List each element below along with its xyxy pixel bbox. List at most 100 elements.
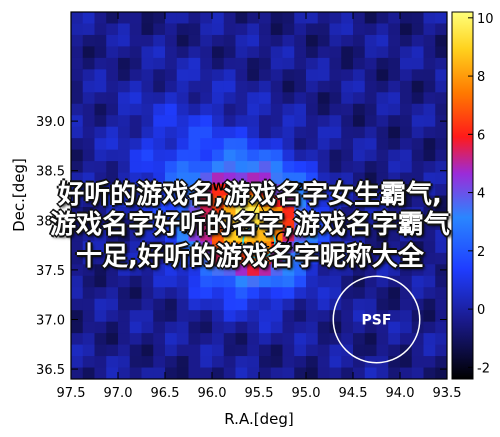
heatmap-cell <box>141 229 154 242</box>
heatmap-cell <box>223 344 237 357</box>
heatmap-cell <box>329 344 342 357</box>
heatmap-cell <box>329 275 342 288</box>
heatmap-cell <box>423 356 436 369</box>
heatmap-cell <box>376 218 389 231</box>
heatmap-cell <box>270 218 284 231</box>
heatmap-cell <box>247 344 260 357</box>
heatmap-cell <box>376 23 389 36</box>
heatmap-cell <box>282 184 295 197</box>
heatmap-cell <box>353 241 366 254</box>
heatmap-cell <box>294 310 307 323</box>
heatmap-cell <box>388 310 401 323</box>
heatmap-cell <box>411 356 425 369</box>
x-axis: 97.5 97.0 96.5 96.0 95.5 95.0 94.5 94.0 93.5 <box>57 12 461 401</box>
heatmap-cell <box>212 367 225 379</box>
heatmap-cell <box>259 344 272 357</box>
heatmap-cell <box>106 356 119 369</box>
heatmap-cell <box>223 287 237 300</box>
heatmap-cell <box>306 287 319 300</box>
heatmap-cell <box>118 149 131 162</box>
heatmap-cell <box>188 241 201 254</box>
heatmap-cell <box>188 103 201 116</box>
heatmap-cell <box>165 149 178 162</box>
heatmap-cell <box>82 264 96 277</box>
heatmap-cell <box>282 367 295 379</box>
heatmap-cell <box>176 356 190 369</box>
heatmap-cell <box>317 321 331 334</box>
heatmap-cell <box>364 57 378 70</box>
heatmap-cell <box>259 229 272 242</box>
heatmap-cell <box>364 161 378 174</box>
heatmap-cell <box>259 12 272 25</box>
heatmap-cell <box>400 367 413 379</box>
heatmap-cell <box>129 229 143 242</box>
heatmap-cell <box>341 23 354 36</box>
heatmap-cell <box>270 206 284 220</box>
heatmap-cell <box>341 115 354 128</box>
heatmap-cell <box>435 34 447 48</box>
heatmap-cell <box>353 161 366 174</box>
heatmap-cell <box>376 206 389 220</box>
heatmap-cell <box>317 333 331 346</box>
heatmap-cell <box>294 149 307 162</box>
heatmap-cell <box>94 218 107 231</box>
heatmap-cell <box>294 206 307 220</box>
heatmap-cell <box>200 333 213 346</box>
heatmap-cell <box>176 184 190 197</box>
heatmap-cell <box>165 161 178 174</box>
heatmap-cell <box>200 161 213 174</box>
heatmap-cell <box>176 218 190 231</box>
heatmap-cell <box>353 367 366 379</box>
heatmap-cell <box>153 229 166 242</box>
heatmap-cell <box>400 275 413 288</box>
heatmap-cell <box>259 218 272 231</box>
heatmap-cell <box>353 103 366 116</box>
heatmap-cell <box>364 138 378 151</box>
heatmap-cell <box>411 92 425 105</box>
heatmap-cell <box>212 80 225 93</box>
heatmap-cell <box>435 275 447 288</box>
heatmap-cell <box>200 367 213 379</box>
heatmap-cell <box>364 229 378 242</box>
heatmap-cell <box>118 241 131 254</box>
heatmap-cell <box>129 252 143 265</box>
heatmap-cell <box>106 161 119 174</box>
heatmap-cell <box>82 241 96 254</box>
heatmap-cell <box>259 310 272 323</box>
heatmap-cell <box>200 34 213 48</box>
heatmap-cell <box>364 115 378 128</box>
heatmap-cell <box>388 252 401 265</box>
y-tick-label: 39.0 <box>36 115 65 130</box>
heatmap-cell <box>106 184 119 197</box>
heatmap-cell <box>400 356 413 369</box>
heatmap-cell <box>235 34 248 48</box>
heatmap-cell <box>94 149 107 162</box>
y-tick-label: 38.0 <box>36 214 65 229</box>
heatmap-cell <box>294 195 307 208</box>
heatmap-cell <box>188 275 201 288</box>
heatmap-cell <box>94 252 107 265</box>
source-label: J0622+3749 <box>183 222 259 235</box>
heatmap-cell <box>165 184 178 197</box>
heatmap-cell <box>200 172 213 185</box>
heatmap-cell <box>94 161 107 174</box>
heatmap-cell <box>188 287 201 300</box>
heatmap-cell <box>423 34 436 48</box>
heatmap-cell <box>223 115 237 128</box>
heatmap-cell <box>400 229 413 242</box>
heatmap-cell <box>270 287 284 300</box>
heatmap-cell <box>71 356 84 369</box>
heatmap-cell <box>400 161 413 174</box>
heatmap-cell <box>82 69 96 82</box>
heatmap-cell <box>306 321 319 334</box>
heatmap-cell <box>411 367 425 379</box>
heatmap-cell <box>188 184 201 197</box>
heatmap-cell <box>106 252 119 265</box>
overlay-title-line-3: 十足,好听的游戏名字昵称大全 <box>76 242 424 272</box>
heatmap-cell <box>129 344 143 357</box>
heatmap-cell <box>376 46 389 59</box>
heatmap-cell <box>341 69 354 82</box>
heatmap-cell <box>129 195 143 208</box>
heatmap-cell <box>153 195 166 208</box>
x-tick-label: 94.5 <box>339 386 368 401</box>
